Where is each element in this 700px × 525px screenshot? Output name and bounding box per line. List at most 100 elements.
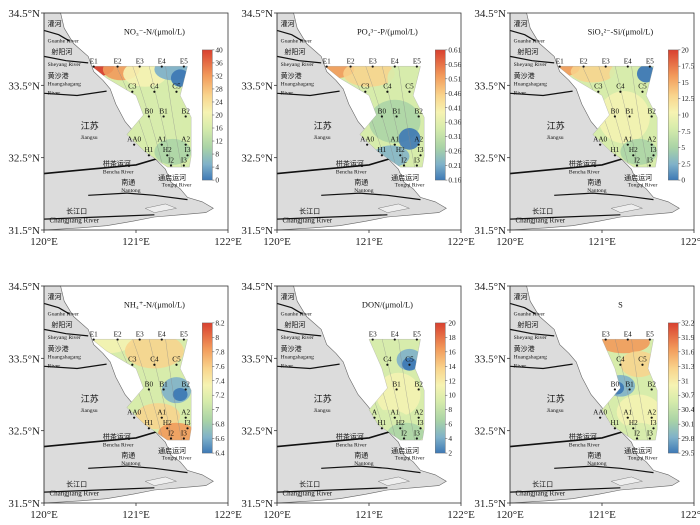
y-tick-label: 34.5°N xyxy=(8,8,40,20)
y-tick-label: 33.5°N xyxy=(8,353,40,365)
y-tick-label: 33.5°N xyxy=(241,80,273,92)
place-jiangsu-en: Jiangsu xyxy=(81,408,98,414)
station-label: B1 xyxy=(625,107,634,115)
station-dot xyxy=(408,363,411,366)
station-dot xyxy=(582,65,585,68)
river-line xyxy=(276,29,304,42)
x-tick-label: 121°E xyxy=(122,509,150,521)
place-guanhe-cn: 灌河 xyxy=(281,19,295,28)
station-dot xyxy=(650,115,653,118)
station-dot xyxy=(626,338,629,341)
station-dot xyxy=(650,388,653,391)
y-tick-label: 31.5°N xyxy=(8,225,40,237)
station-dot xyxy=(386,90,389,93)
place-changjiang-en: Changjiang River xyxy=(516,489,566,497)
place-nantong-en: Nantong xyxy=(587,188,606,194)
place-guanhe-en: Guanhe River xyxy=(281,38,312,44)
river-line xyxy=(321,465,421,474)
colorbar-tick-label: 12 xyxy=(215,137,223,146)
place-huangsha-en-2: River xyxy=(514,90,527,96)
station-dot xyxy=(386,363,389,366)
colorbar-tick-label: 31.6 xyxy=(681,347,694,356)
island xyxy=(144,476,178,486)
station-label: E5 xyxy=(180,57,188,65)
station-dot xyxy=(648,437,651,440)
colorbar-tick-label: 8 xyxy=(448,405,452,414)
station-label: H1 xyxy=(144,419,153,427)
station-label: I3 xyxy=(414,429,420,437)
place-bencha-cn: 栟茶运河 xyxy=(569,432,597,441)
station-dot xyxy=(153,90,156,93)
station-dot xyxy=(415,437,418,440)
station-label: I3 xyxy=(651,419,657,427)
station-label: I3 xyxy=(418,419,424,427)
colorbar-tick-label: 6.6 xyxy=(215,434,225,443)
place-nantong-cn: 南通 xyxy=(354,450,368,459)
station-label: I2 xyxy=(401,429,407,437)
river-line xyxy=(276,302,304,315)
station-label: C3 xyxy=(128,83,137,91)
station-label: I2 xyxy=(168,429,174,437)
place-tongqi-cn: 通启运河 xyxy=(391,446,419,455)
place-nantong-en: Nantong xyxy=(354,188,373,194)
station-label: B2 xyxy=(647,107,656,115)
station-label: I3 xyxy=(647,156,653,164)
contour-patch xyxy=(154,138,192,165)
place-nantong-en: Nantong xyxy=(354,461,373,467)
station-dot xyxy=(604,338,607,341)
place-huangsha-en-1: Huangshagang xyxy=(281,355,314,361)
y-tick-label: 32.5°N xyxy=(474,153,506,165)
station-dot xyxy=(133,416,136,419)
place-tongqi-cn: 通启运河 xyxy=(391,173,419,182)
station-label: H2 xyxy=(163,419,172,427)
river-line xyxy=(509,55,555,64)
colorbar-tick-label: 10 xyxy=(448,391,456,400)
station-dot xyxy=(162,115,165,118)
contour-patch xyxy=(616,394,658,430)
station-dot xyxy=(648,338,651,341)
land-area xyxy=(43,285,214,504)
station-label: I2 xyxy=(168,156,174,164)
station-label: H2 xyxy=(396,146,405,154)
station-dot xyxy=(635,164,639,167)
place-tongqi-en: Tongqi River xyxy=(162,456,192,462)
station-dot xyxy=(131,363,134,366)
colorbar-tick-label: 7.5 xyxy=(681,127,691,136)
river-line xyxy=(276,487,388,493)
map-panel-2: 灌河 Guanhe River 射阳河 Sheyang River 黄沙港 Huangsh… xyxy=(241,8,475,248)
place-huangsha-en-1: Huangshagang xyxy=(514,355,547,361)
station-dot xyxy=(652,154,655,157)
y-tick-label: 32.5°N xyxy=(474,426,506,438)
colorbar-tick-label: 36 xyxy=(215,58,223,67)
station-label: AA0 xyxy=(360,135,374,143)
place-sheyang-en: Sheyang River xyxy=(48,62,81,68)
river-line xyxy=(509,214,621,220)
place-sheyang-en: Sheyang River xyxy=(48,335,81,341)
station-dot xyxy=(626,65,629,68)
place-jiangsu-cn: 江苏 xyxy=(81,393,99,404)
station-label: C5 xyxy=(405,356,414,364)
station-label: E4 xyxy=(391,57,399,65)
station-label: A2 xyxy=(414,408,423,416)
station-dot xyxy=(169,164,173,167)
station-label: I3 xyxy=(414,156,420,164)
place-bencha-en: Bencha River xyxy=(103,170,134,176)
y-tick-label: 33.5°N xyxy=(241,353,273,365)
station-dot xyxy=(417,416,420,419)
place-changjiang-cn: 长江口 xyxy=(299,480,320,489)
station-label: I2 xyxy=(634,429,640,437)
station-label: B0 xyxy=(611,107,620,115)
place-jiangsu-en: Jiangsu xyxy=(81,135,98,141)
station-label: C5 xyxy=(172,356,181,364)
y-tick-label: 33.5°N xyxy=(474,80,506,92)
colorbar-tick-label: 18 xyxy=(448,333,456,342)
station-dot xyxy=(632,154,635,157)
land-area xyxy=(276,285,447,504)
contour-patch xyxy=(172,387,188,402)
contour-patch xyxy=(376,372,421,417)
contour-patch xyxy=(620,351,658,378)
land-area xyxy=(509,285,680,504)
station-label: C4 xyxy=(616,83,625,91)
station-dot xyxy=(160,338,163,341)
